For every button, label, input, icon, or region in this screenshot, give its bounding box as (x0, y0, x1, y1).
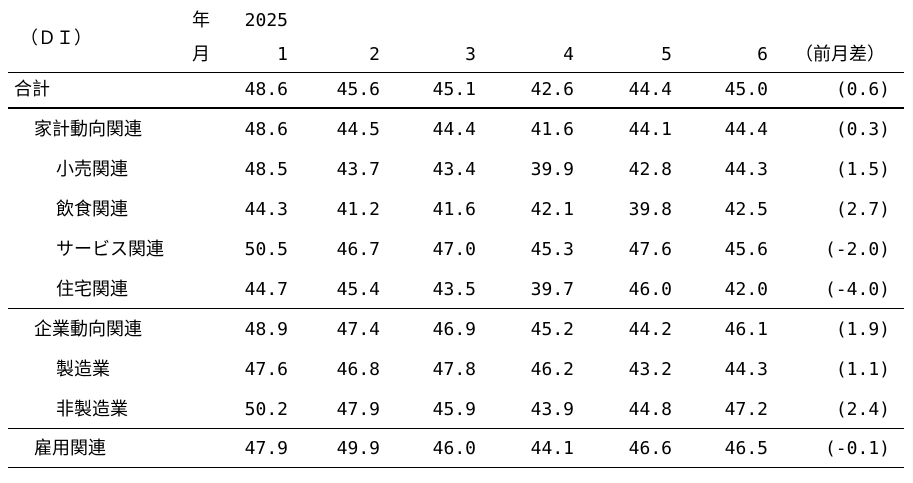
value-cell: 44.5 (336, 119, 380, 140)
year-value: 2025 (244, 10, 288, 31)
value-cell: 48.5 (244, 159, 288, 180)
value-cell: 42.0 (724, 279, 768, 300)
value-cell: 39.7 (530, 279, 574, 300)
value-cell: 45.3 (530, 239, 574, 260)
month-header: 1 (277, 44, 288, 65)
row-label: 住宅関連 (56, 279, 128, 300)
row-label: サービス関連 (56, 239, 164, 260)
value-cell: 44.7 (244, 279, 288, 300)
value-cell: 50.5 (244, 239, 288, 260)
value-cell: 42.6 (530, 79, 574, 100)
month-header: 4 (563, 44, 574, 65)
row-label: 製造業 (56, 359, 110, 380)
value-cell: 41.6 (432, 199, 476, 220)
value-cell: 44.4 (628, 79, 672, 100)
diff-cell: (0.3) (835, 119, 890, 140)
value-cell: 47.9 (336, 399, 380, 420)
diff-cell: (2.7) (835, 199, 890, 220)
value-cell: 46.1 (724, 319, 768, 340)
value-cell: 48.6 (244, 79, 288, 100)
value-cell: 44.2 (628, 319, 672, 340)
diff-cell: (-4.0) (824, 279, 890, 300)
value-cell: 47.8 (432, 359, 476, 380)
value-cell: 43.5 (432, 279, 476, 300)
value-cell: 45.0 (724, 79, 768, 100)
month-header: 2 (369, 44, 380, 65)
value-cell: 47.4 (336, 319, 380, 340)
row-label: 小売関連 (56, 159, 128, 180)
diff-cell: (1.1) (835, 359, 890, 380)
diff-cell: (1.9) (835, 319, 890, 340)
value-cell: 44.8 (628, 399, 672, 420)
value-cell: 44.1 (530, 438, 574, 459)
value-cell: 43.9 (530, 399, 574, 420)
value-cell: 46.8 (336, 359, 380, 380)
value-cell: 46.0 (432, 438, 476, 459)
diff-cell: (-0.1) (824, 438, 890, 459)
value-cell: 41.6 (530, 119, 574, 140)
year-label: 年 (192, 10, 210, 31)
di-label: （ＤＩ） (20, 28, 92, 49)
value-cell: 39.9 (530, 159, 574, 180)
value-cell: 47.6 (244, 359, 288, 380)
value-cell: 43.4 (432, 159, 476, 180)
row-label: 家計動向関連 (34, 119, 142, 140)
rule-header (8, 72, 904, 73)
value-cell: 45.6 (724, 239, 768, 260)
value-cell: 49.9 (336, 438, 380, 459)
diff-cell: (0.6) (835, 79, 890, 100)
value-cell: 45.2 (530, 319, 574, 340)
row-label: 雇用関連 (34, 438, 106, 459)
value-cell: 47.2 (724, 399, 768, 420)
row-label: 合計 (14, 79, 50, 100)
value-cell: 44.4 (432, 119, 476, 140)
value-cell: 44.3 (724, 359, 768, 380)
diff-cell: (1.5) (835, 159, 890, 180)
value-cell: 45.6 (336, 79, 380, 100)
value-cell: 42.5 (724, 199, 768, 220)
value-cell: 47.0 (432, 239, 476, 260)
row-label: 飲食関連 (56, 199, 128, 220)
row-label: 企業動向関連 (34, 319, 142, 340)
value-cell: 46.0 (628, 279, 672, 300)
month-header: 6 (757, 44, 768, 65)
row-label: 非製造業 (56, 399, 128, 420)
value-cell: 41.2 (336, 199, 380, 220)
value-cell: 46.6 (628, 438, 672, 459)
diff-header: （前月差） (795, 44, 885, 65)
value-cell: 39.8 (628, 199, 672, 220)
value-cell: 46.7 (336, 239, 380, 260)
value-cell: 47.9 (244, 438, 288, 459)
diff-cell: (-2.0) (824, 239, 890, 260)
value-cell: 45.4 (336, 279, 380, 300)
value-cell: 42.1 (530, 199, 574, 220)
value-cell: 46.5 (724, 438, 768, 459)
month-header: 5 (661, 44, 672, 65)
diff-cell: (2.4) (835, 399, 890, 420)
rule-bottom (8, 467, 904, 468)
value-cell: 46.9 (432, 319, 476, 340)
month-header: 3 (465, 44, 476, 65)
value-cell: 43.7 (336, 159, 380, 180)
value-cell: 44.3 (244, 199, 288, 220)
value-cell: 50.2 (244, 399, 288, 420)
rule-household (8, 308, 904, 309)
value-cell: 44.1 (628, 119, 672, 140)
rule-corporate (8, 428, 904, 429)
value-cell: 44.3 (724, 159, 768, 180)
month-label: 月 (192, 44, 210, 65)
value-cell: 48.9 (244, 319, 288, 340)
value-cell: 42.8 (628, 159, 672, 180)
value-cell: 45.9 (432, 399, 476, 420)
rule-total (8, 107, 904, 109)
value-cell: 46.2 (530, 359, 574, 380)
value-cell: 44.4 (724, 119, 768, 140)
value-cell: 47.6 (628, 239, 672, 260)
value-cell: 43.2 (628, 359, 672, 380)
value-cell: 45.1 (432, 79, 476, 100)
value-cell: 48.6 (244, 119, 288, 140)
